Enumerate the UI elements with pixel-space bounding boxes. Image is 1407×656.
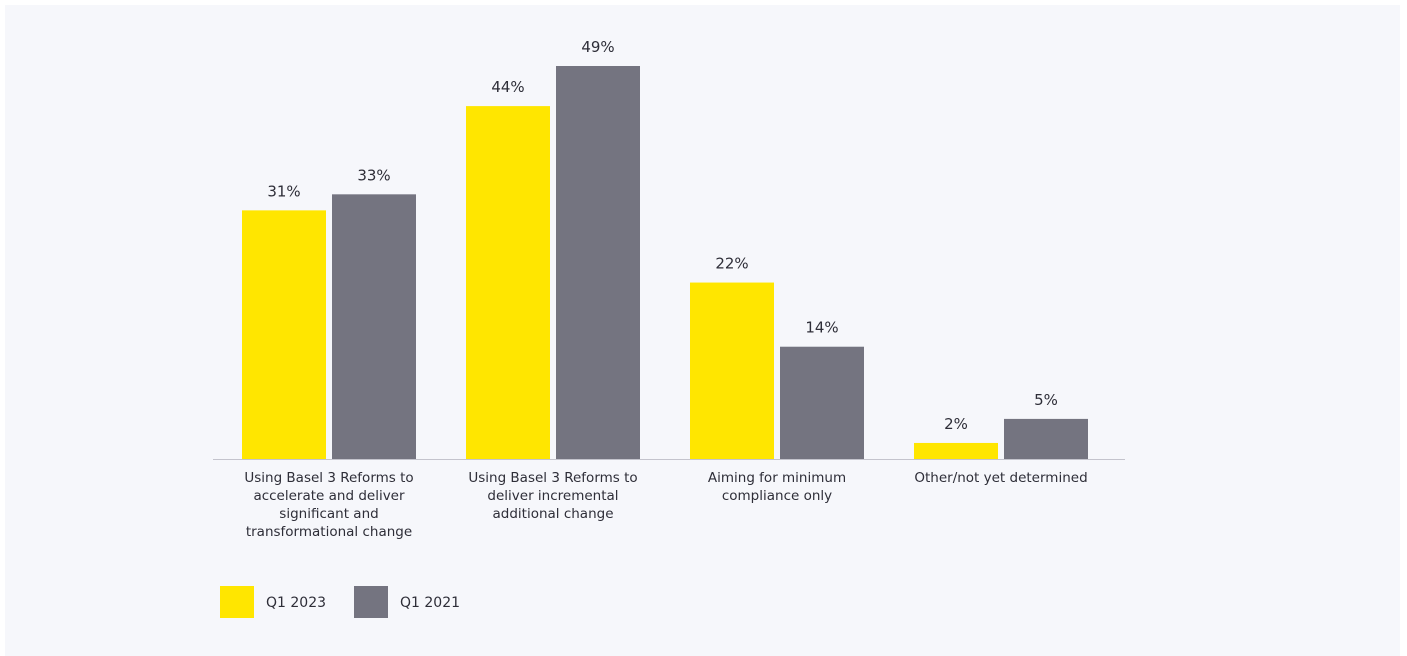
category-label-4: Other/not yet determined [914,470,1087,486]
data-label-q1-2021-cat-3: 14% [805,319,838,337]
category-label-line: Other/not yet determined [914,470,1087,486]
category-label-line: Using Basel 3 Reforms to [468,470,637,486]
category-labels-group: Using Basel 3 Reforms to accelerate and d… [244,470,1087,540]
category-label-line: compliance only [722,488,832,504]
category-label-3: Aiming for minimum compliance only [708,470,846,504]
category-label-2: Using Basel 3 Reforms to deliver incremen… [468,470,637,522]
category-label-1: Using Basel 3 Reforms to accelerate and d… [244,470,413,540]
category-label-line: Using Basel 3 Reforms to [244,470,413,486]
data-label-q1-2023-cat-1: 31% [267,182,300,200]
bar-q1-2023-cat-1 [242,210,326,459]
bar-q1-2023-cat-3 [690,282,774,459]
data-label-q1-2021-cat-2: 49% [581,38,614,56]
bars-group: 31% 33% 44% 49% 22% 14% 2% 5% [242,38,1088,459]
category-label-line: deliver incremental [487,488,618,504]
category-label-line: significant and [279,506,378,522]
bar-chart: 31% 33% 44% 49% 22% 14% 2% 5% Using Basel 3 Ref… [213,38,1125,618]
bar-q1-2021-cat-4 [1004,418,1088,459]
bar-q1-2023-cat-2 [466,106,550,459]
data-label-q1-2023-cat-3: 22% [715,255,748,273]
data-label-q1-2021-cat-4: 5% [1034,391,1058,409]
legend-swatch-q1-2021 [354,586,388,618]
category-label-line: Aiming for minimum [708,470,846,486]
bar-q1-2021-cat-1 [332,194,416,459]
legend: Q1 2023 Q1 2021 [220,586,460,618]
legend-swatch-q1-2023 [220,586,254,618]
legend-label-q1-2023: Q1 2023 [266,595,326,611]
category-label-line: accelerate and deliver [253,488,405,504]
bar-q1-2021-cat-3 [780,346,864,459]
data-label-q1-2023-cat-4: 2% [944,415,968,433]
bar-q1-2023-cat-4 [914,442,998,459]
chart-card: 31% 33% 44% 49% 22% 14% 2% 5% Using Basel 3 Ref… [5,5,1400,656]
category-label-line: transformational change [246,524,412,540]
data-label-q1-2023-cat-2: 44% [491,78,524,96]
bar-q1-2021-cat-2 [556,66,640,459]
data-label-q1-2021-cat-1: 33% [357,166,390,184]
legend-label-q1-2021: Q1 2021 [400,595,460,611]
category-label-line: additional change [492,506,613,522]
